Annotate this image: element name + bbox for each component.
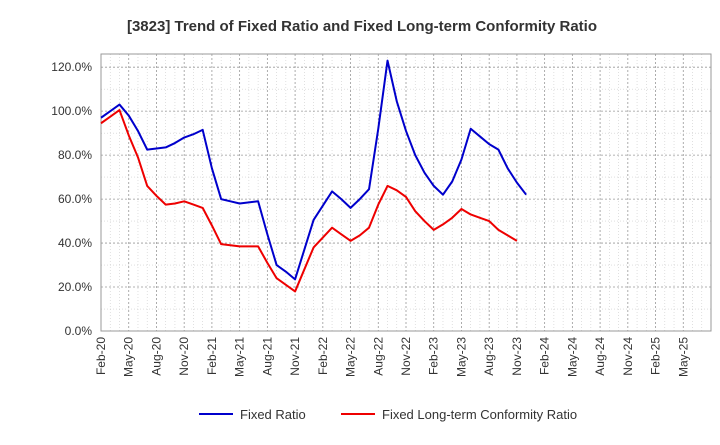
y-tick-label: 120.0% bbox=[51, 60, 92, 74]
x-tick-label: Feb-22 bbox=[316, 337, 330, 375]
y-tick-label: 60.0% bbox=[58, 192, 92, 206]
x-tick-label: May-24 bbox=[565, 337, 579, 377]
x-tick-label: Aug-21 bbox=[260, 337, 274, 376]
series-line-1 bbox=[100, 109, 518, 293]
legend-label-fixed-long-term-conformity-ratio: Fixed Long-term Conformity Ratio bbox=[382, 407, 577, 422]
legend-label-fixed-ratio: Fixed Ratio bbox=[240, 407, 306, 422]
x-tick-label: Nov-23 bbox=[510, 337, 524, 376]
y-tick-label: 40.0% bbox=[58, 236, 92, 250]
x-tick-label: Nov-24 bbox=[621, 337, 635, 376]
legend: Fixed Ratio Fixed Long-term Conformity R… bbox=[199, 407, 577, 422]
x-tick-label: Feb-25 bbox=[649, 337, 663, 375]
x-tick-label: May-22 bbox=[344, 337, 358, 377]
x-tick-label: Feb-21 bbox=[205, 337, 219, 375]
x-tick-label: May-25 bbox=[676, 337, 690, 377]
x-tick-label: Nov-21 bbox=[288, 337, 302, 376]
x-tick-label: Aug-22 bbox=[371, 337, 385, 376]
x-tick-label: Feb-20 bbox=[94, 337, 108, 375]
x-tick-label: May-20 bbox=[122, 337, 136, 377]
x-tick-label: Nov-20 bbox=[177, 337, 191, 376]
plot-frame bbox=[100, 53, 712, 332]
x-tick-label: May-23 bbox=[454, 337, 468, 377]
y-tick-label: 80.0% bbox=[58, 148, 92, 162]
series-line-0 bbox=[100, 59, 527, 281]
y-tick-label: 0.0% bbox=[65, 324, 93, 338]
chart-title: [3823] Trend of Fixed Ratio and Fixed Lo… bbox=[127, 18, 597, 35]
x-tick-label: Feb-23 bbox=[427, 337, 441, 375]
y-tick-label: 100.0% bbox=[51, 104, 92, 118]
series-layer bbox=[100, 59, 527, 293]
y-axis: 0.0% 20.0% 40.0% 60.0% 80.0% 100.0% 120.0% bbox=[51, 60, 92, 338]
y-tick-label: 20.0% bbox=[58, 280, 92, 294]
grid-layer bbox=[101, 54, 711, 331]
x-tick-label: Nov-22 bbox=[399, 337, 413, 376]
x-tick-label: Aug-24 bbox=[593, 337, 607, 376]
x-tick-label: Aug-23 bbox=[482, 337, 496, 376]
x-tick-label: May-21 bbox=[233, 337, 247, 377]
x-tick-label: Aug-20 bbox=[149, 337, 163, 376]
x-tick-label: Feb-24 bbox=[538, 337, 552, 375]
x-axis: Feb-20 May-20 Aug-20 Nov-20 Feb-21 May-21 Aug-… bbox=[94, 337, 690, 377]
